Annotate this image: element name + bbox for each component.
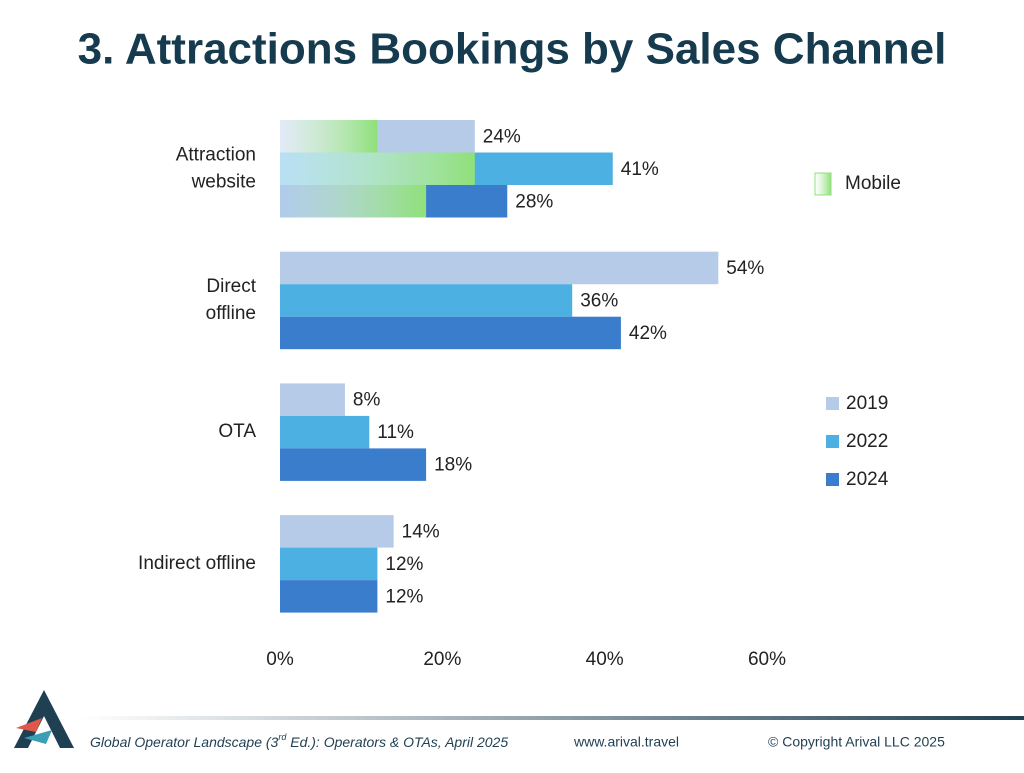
bar [280, 316, 621, 350]
footer-source: Global Operator Landscape (3rd Ed.): Ope… [90, 732, 508, 749]
value-label: 11% [377, 422, 414, 443]
mobile-bar [280, 185, 427, 218]
legend-label: 2024 [846, 469, 889, 490]
bar [280, 284, 573, 317]
category-label: Direct [206, 276, 256, 297]
value-label: 36% [580, 290, 618, 311]
bar [280, 547, 378, 581]
mobile-bar [280, 120, 378, 153]
legend-label: Mobile [845, 173, 901, 194]
x-tick-label: 40% [586, 649, 624, 670]
legend-swatch [826, 435, 839, 448]
x-tick-label: 20% [423, 649, 461, 670]
category-label: Attraction [176, 144, 256, 165]
value-label: 12% [385, 554, 423, 575]
bar [280, 415, 370, 449]
value-label: 42% [629, 323, 667, 344]
value-label: 28% [515, 191, 553, 212]
bar [280, 515, 394, 548]
x-tick-label: 60% [748, 649, 786, 670]
source-text: Ed.): Operators & OTAs, April 2025 [286, 734, 508, 750]
footer-rule [80, 716, 1024, 720]
chart-title: 3. Attractions Bookings by Sales Channel [78, 25, 947, 74]
value-label: 18% [434, 455, 472, 476]
value-label: 8% [353, 390, 381, 411]
category-label: OTA [218, 421, 256, 442]
value-label: 24% [483, 126, 521, 147]
footer-copyright: © Copyright Arival LLC 2025 [768, 734, 945, 750]
bar [280, 580, 378, 613]
value-label: 54% [726, 258, 764, 279]
x-tick-label: 0% [266, 649, 294, 670]
category-label: website [191, 171, 256, 192]
source-text: Global Operator Landscape (3 [90, 734, 279, 750]
footer-website: www.arival.travel [573, 734, 679, 750]
category-label: Indirect offline [138, 553, 256, 574]
bar [280, 448, 427, 481]
category-label: offline [206, 303, 256, 324]
legend-label: 2022 [846, 431, 888, 452]
logo [14, 690, 74, 748]
bar [280, 251, 719, 285]
bar [280, 383, 345, 416]
value-label: 41% [621, 159, 659, 180]
legend-label: 2019 [846, 393, 888, 414]
legend-swatch [826, 397, 839, 410]
value-label: 14% [402, 521, 440, 542]
mobile-bar [280, 152, 475, 185]
value-label: 12% [385, 586, 423, 607]
source-sup: rd [278, 732, 287, 742]
legend-swatch [814, 172, 832, 196]
legend-swatch [826, 473, 839, 486]
